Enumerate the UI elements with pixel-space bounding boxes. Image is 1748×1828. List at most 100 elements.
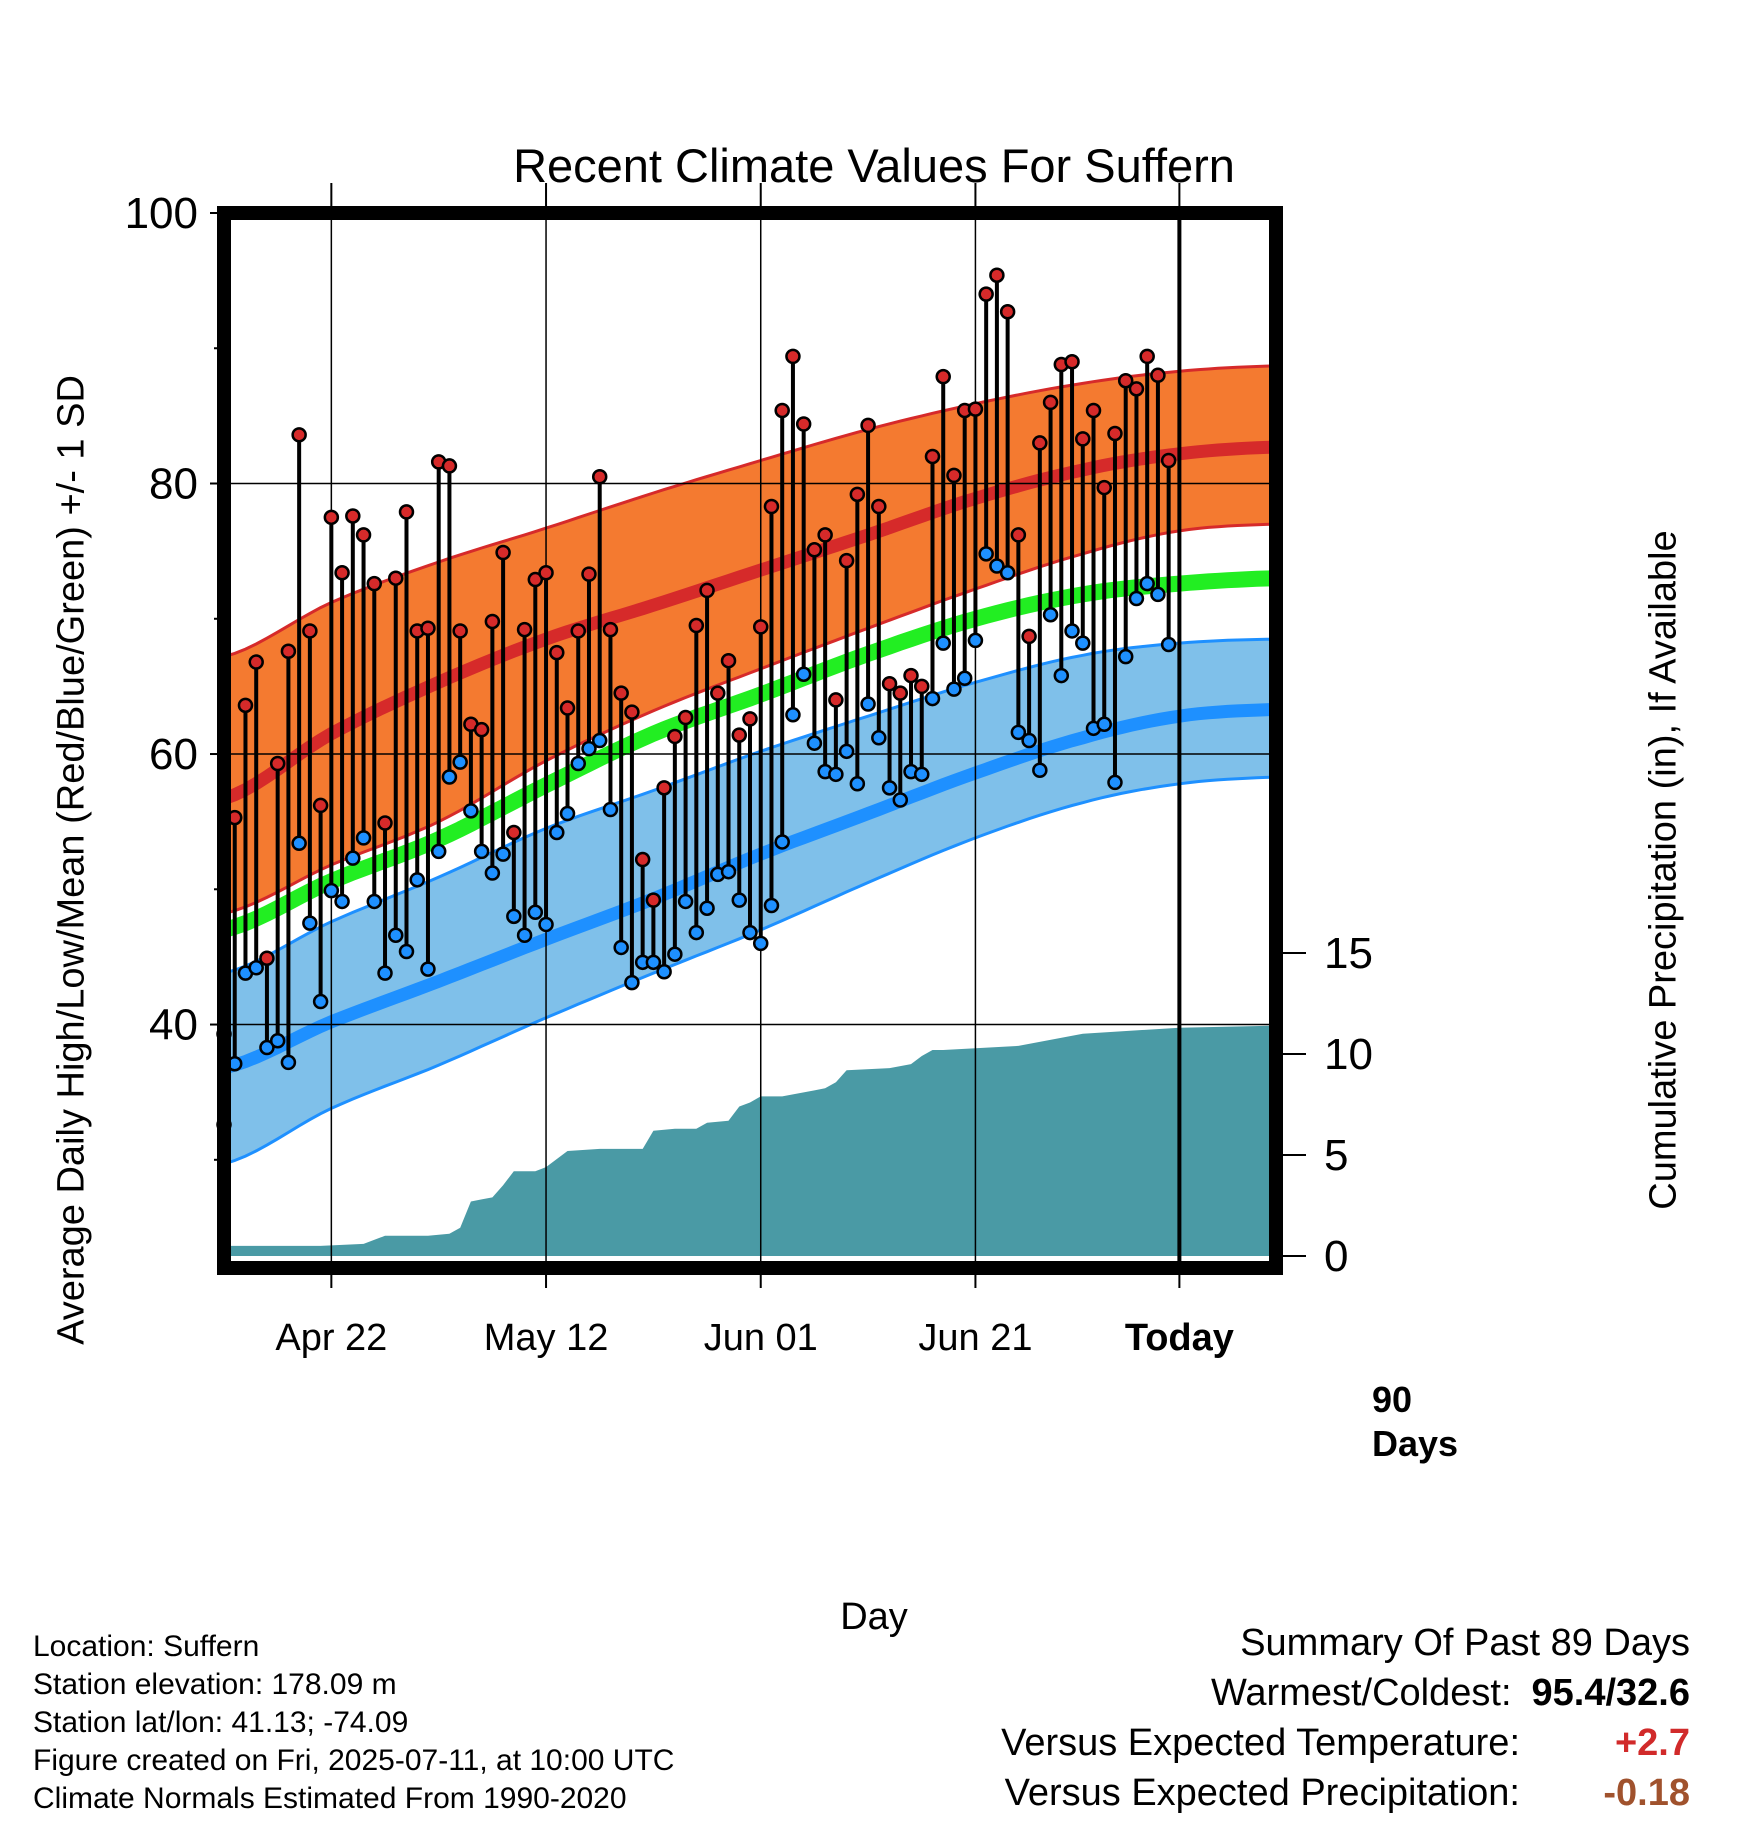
- daily-low-point: [377, 965, 393, 981]
- daily-high-point: [742, 711, 758, 727]
- x-tick-label: Jun 21: [918, 1317, 1032, 1359]
- daily-high-point: [1107, 425, 1123, 442]
- summary-precip-label: Versus Expected Precipitation:: [1004, 1772, 1520, 1814]
- daily-low-point: [613, 939, 629, 956]
- daily-low-point: [785, 707, 801, 723]
- daily-low-point: [806, 735, 823, 751]
- daily-low-point: [989, 558, 1005, 574]
- daily-high-point: [624, 704, 640, 720]
- daily-high-point: [1160, 452, 1177, 469]
- left-tick-label: 60: [149, 730, 198, 779]
- daily-temperature-points: [216, 267, 1177, 1133]
- daily-high-point: [817, 527, 833, 543]
- daily-high-point: [495, 544, 511, 561]
- daily-low-point: [602, 801, 619, 818]
- daily-low-point: [645, 954, 662, 971]
- daily-high-point: [570, 623, 586, 639]
- daily-low-point: [248, 959, 264, 976]
- daily-low-point: [559, 805, 576, 822]
- summary-panel: Summary Of Past 89 Days Warmest/Coldest:…: [1001, 1618, 1690, 1818]
- x-tick-label: May 12: [484, 1317, 609, 1359]
- daily-high-point: [398, 504, 415, 520]
- daily-low-point: [581, 740, 597, 757]
- daily-high-point: [280, 643, 297, 659]
- daily-high-point: [269, 755, 286, 772]
- daily-low-point: [302, 915, 318, 931]
- daily-high-point: [527, 571, 544, 588]
- daily-low-point: [967, 632, 984, 649]
- summary-warm-cold-label: Warmest/Coldest:: [1210, 1672, 1512, 1714]
- daily-high-point: [989, 267, 1005, 283]
- daily-high-point: [838, 552, 855, 569]
- daily-low-point: [366, 893, 383, 910]
- daily-high-point: [752, 619, 769, 635]
- summary-warm-cold: Warmest/Coldest: 95.4/32.6: [1001, 1668, 1690, 1718]
- daily-high-point: [978, 286, 994, 302]
- daily-low-point: [763, 897, 780, 914]
- daily-high-point: [999, 303, 1016, 320]
- daily-low-point: [506, 908, 522, 925]
- x-tick-label: Apr 22: [275, 1317, 387, 1359]
- daily-low-point: [388, 927, 404, 944]
- daily-low-point: [752, 935, 769, 952]
- daily-high-point: [634, 851, 651, 868]
- daily-low-point: [677, 893, 694, 910]
- daily-low-point: [1107, 774, 1123, 791]
- daily-high-point: [774, 402, 790, 419]
- daily-low-point: [838, 743, 855, 760]
- daily-low-point: [795, 666, 812, 682]
- daily-high-point: [1085, 402, 1102, 419]
- daily-low-point: [527, 904, 544, 921]
- right-tick-label: 15: [1324, 929, 1373, 978]
- daily-high-point: [860, 417, 876, 434]
- daily-low-point: [1021, 732, 1037, 749]
- daily-low-point: [871, 730, 887, 746]
- x-tick-label: Today: [1125, 1317, 1234, 1359]
- daily-low-point: [924, 690, 941, 707]
- chart-title: Recent Climate Values For Suffern: [513, 139, 1235, 192]
- daily-high-point: [1075, 431, 1091, 447]
- daily-low-point: [688, 924, 705, 941]
- daily-high-point: [506, 824, 522, 841]
- precip-cumulative-area: [224, 1025, 1276, 1256]
- daily-high-point: [903, 667, 919, 684]
- daily-low-point: [441, 769, 458, 785]
- daily-high-point: [1096, 479, 1112, 496]
- daily-low-point: [355, 830, 372, 846]
- daily-low-point: [484, 865, 501, 881]
- precipitation-area: [224, 1025, 1276, 1256]
- daily-low-point: [398, 943, 415, 960]
- daily-high-point: [645, 892, 662, 908]
- daily-low-point: [345, 850, 361, 866]
- summary-precip: Versus Expected Precipitation: -0.18: [1001, 1768, 1690, 1818]
- daily-low-point: [430, 843, 447, 860]
- daily-high-point: [871, 498, 887, 515]
- daily-high-point: [366, 575, 383, 592]
- meta-normals: Climate Normals Estimated From 1990-2020: [33, 1782, 627, 1815]
- daily-high-point: [710, 685, 726, 701]
- today-days-number: 90: [1372, 1379, 1413, 1420]
- daily-high-point: [591, 469, 608, 485]
- daily-high-point: [420, 620, 436, 636]
- summary-temp: Versus Expected Temperature: +2.7: [1001, 1718, 1690, 1768]
- daily-low-point: [881, 780, 898, 796]
- meta-latlon: Station lat/lon: 41.13; -74.09: [33, 1706, 409, 1739]
- daily-high-point: [677, 709, 694, 726]
- daily-high-point: [291, 427, 307, 443]
- daily-high-point: [1010, 527, 1027, 543]
- daily-high-point: [559, 700, 576, 716]
- daily-high-point: [720, 652, 737, 669]
- high-sd-band: [224, 365, 1276, 914]
- daily-high-point: [967, 401, 984, 417]
- daily-low-point: [463, 803, 479, 819]
- daily-high-point: [302, 623, 318, 639]
- daily-high-point: [935, 368, 951, 385]
- daily-low-point: [1042, 606, 1059, 623]
- daily-low-point: [1064, 623, 1080, 639]
- meta-elevation: Station elevation: 178.09 m: [33, 1668, 397, 1701]
- daily-high-point: [484, 613, 501, 630]
- daily-high-point: [699, 582, 715, 599]
- daily-high-point: [602, 621, 619, 638]
- daily-high-point: [259, 950, 275, 967]
